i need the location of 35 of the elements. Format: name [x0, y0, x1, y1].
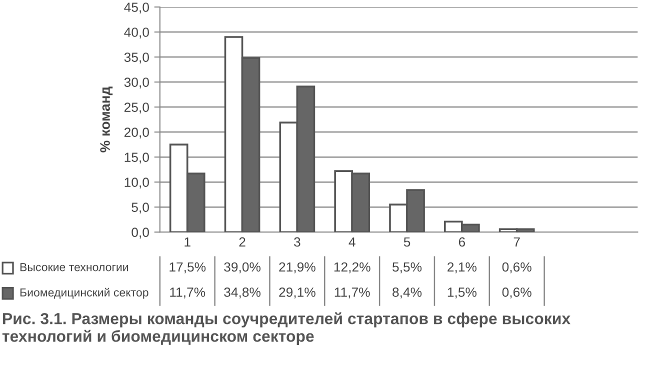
- data-label: 39,0%: [224, 262, 261, 274]
- x-tick-label: 4: [348, 237, 356, 247]
- x-tick-label: 3: [294, 237, 300, 247]
- y-tick-label: 15,0: [124, 152, 149, 164]
- x-tick-label: 6: [458, 237, 466, 247]
- y-tick-label: 10,0: [124, 178, 149, 189]
- data-label: 11,7%: [170, 288, 206, 298]
- data-label: 12,2%: [334, 262, 370, 274]
- data-label: 34,8%: [224, 288, 261, 298]
- legend-label: Биомедицинский сектор: [20, 288, 148, 299]
- data-label: 2,1%: [448, 262, 476, 274]
- data-label: 1,5%: [448, 288, 476, 298]
- y-tick-label: 20,0: [124, 128, 149, 139]
- y-tick-label: 35,0: [124, 52, 149, 64]
- x-tick-label: 2: [239, 237, 246, 247]
- data-label: 8,4%: [392, 288, 422, 298]
- y-tick-label: 5,0: [132, 202, 149, 214]
- text: Рис. 3.1. Размеры команды соучредителей стартапов в сфере высоких технологий и биомедицинском секторе: [2, 312, 570, 346]
- x-tick-label: 7: [514, 237, 520, 247]
- data-label: 0,6%: [502, 288, 532, 298]
- x-tick-label: 1: [184, 237, 190, 247]
- y-axis-title: % команд: [100, 86, 113, 152]
- y-tick-label: 30,0: [124, 78, 149, 89]
- y-tick-label: 0,0: [132, 228, 149, 239]
- data-label: 29,1%: [279, 288, 316, 298]
- y-tick-label: 45,0: [124, 2, 149, 14]
- data-label: 11,7%: [334, 288, 370, 298]
- y-tick-label: 25,0: [124, 102, 149, 114]
- data-label: 17,5%: [170, 262, 206, 274]
- legend-label: Высокие технологии: [20, 263, 128, 272]
- data-label: 21,9%: [279, 262, 316, 274]
- y-tick-label: 40,0: [124, 28, 149, 38]
- data-label: 0,6%: [502, 262, 532, 274]
- data-label: 5,5%: [392, 262, 422, 274]
- x-tick-label: 5: [404, 237, 410, 247]
